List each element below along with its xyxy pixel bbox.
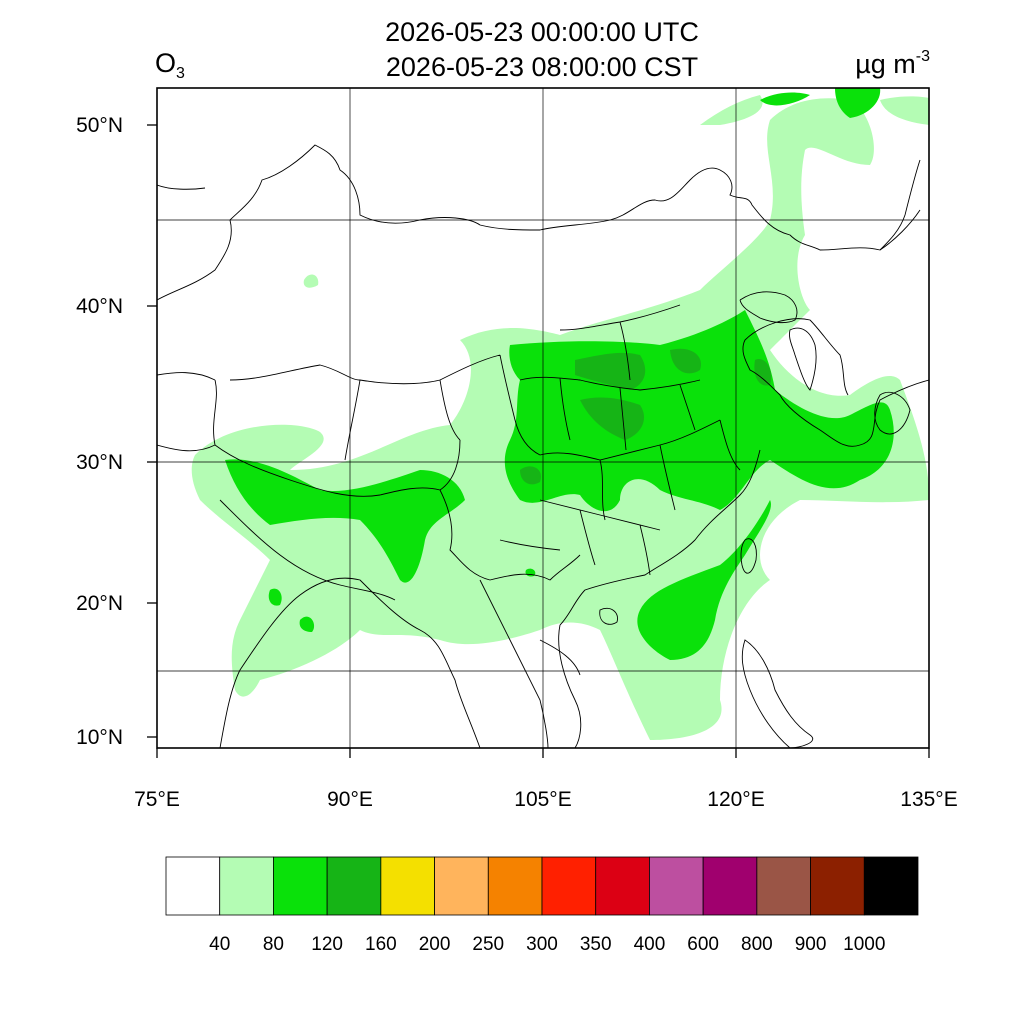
colorbar-swatch — [219, 856, 274, 916]
country-border-korea — [789, 327, 817, 391]
province-border — [229, 354, 741, 521]
lon-tick-label: 105°E — [514, 788, 571, 811]
country-border-north — [739, 291, 798, 324]
lon-tick-label: 75°E — [134, 788, 180, 811]
colorbar-labels: 40 80 120 160 200 250 300 350 400 600 800 900 1000 — [209, 934, 885, 955]
title-cst: 2026-05-23 08:00:00 CST — [385, 52, 699, 82]
coastline — [559, 318, 929, 626]
axis-ticks — [147, 124, 930, 758]
units-label: µg m-3 — [855, 48, 930, 80]
variable-label: O3 — [155, 48, 185, 83]
colorbar-swatch — [380, 856, 435, 916]
colorbar-label: 250 — [472, 934, 504, 955]
colorbar-swatch — [326, 856, 382, 916]
lat-tick-label: 40°N — [76, 295, 123, 318]
variable-base: O — [155, 48, 177, 78]
indochina-border — [479, 579, 581, 748]
colorbar-label: 350 — [580, 934, 612, 955]
colorbar-label: 1000 — [843, 934, 885, 955]
country-border — [213, 379, 581, 581]
colorbar-label: 200 — [419, 934, 451, 955]
colorbar-swatch — [863, 856, 919, 916]
west-border — [157, 184, 216, 381]
colorbar-label: 800 — [741, 934, 773, 955]
province-border — [499, 499, 661, 576]
colorbar-swatch — [273, 856, 328, 916]
colorbar-swatch — [595, 856, 650, 916]
philippines — [741, 639, 813, 748]
colorbar-swatch — [649, 856, 704, 916]
colorbar-swatch — [165, 856, 221, 916]
island-hainan — [599, 607, 618, 625]
lon-tick-label: 90°E — [327, 788, 373, 811]
colorbar-swatch — [702, 856, 758, 916]
colorbar-swatch — [810, 856, 865, 916]
concentration-120-160 — [520, 348, 772, 485]
colorbar-label: 600 — [687, 934, 719, 955]
colorbar-label: 80 — [263, 934, 284, 955]
colorbar-label: 400 — [634, 934, 666, 955]
lon-tick-label: 135°E — [900, 788, 957, 811]
colorbar-label: 300 — [526, 934, 558, 955]
axis-tick-labels: 75°E 90°E 105°E 120°E 135°E 10°N 20°N 30°N 40°N 5… — [76, 114, 958, 811]
map-boundaries — [157, 144, 929, 748]
gridlines — [157, 88, 929, 748]
colorbar-label: 160 — [365, 934, 397, 955]
india-border — [157, 444, 396, 601]
lat-tick-label: 50°N — [76, 114, 123, 137]
title-utc: 2026-05-23 00:00:00 UTC — [385, 17, 699, 47]
colorbar-swatch — [434, 856, 489, 916]
province-border — [519, 304, 701, 451]
colorbar-label: 900 — [795, 934, 827, 955]
lat-tick-label: 20°N — [76, 592, 123, 615]
coastline — [219, 577, 582, 748]
lat-tick-label: 30°N — [76, 451, 123, 474]
sakhalin-coast — [879, 159, 921, 251]
variable-sub: 3 — [176, 65, 185, 82]
colorbar — [165, 856, 919, 916]
units-sup: -3 — [915, 48, 930, 65]
colorbar-label: 120 — [311, 934, 343, 955]
lon-tick-label: 120°E — [707, 788, 764, 811]
lat-tick-label: 10°N — [76, 726, 123, 749]
country-border — [157, 144, 921, 301]
map-area — [191, 88, 929, 740]
colorbar-swatch — [541, 856, 597, 916]
colorbar-label: 40 — [209, 934, 230, 955]
colorbar-swatch — [487, 856, 543, 916]
island-taiwan — [740, 538, 757, 574]
units-base: µg m — [855, 49, 916, 79]
colorbar-swatch — [756, 856, 811, 916]
island-japan — [874, 391, 911, 435]
